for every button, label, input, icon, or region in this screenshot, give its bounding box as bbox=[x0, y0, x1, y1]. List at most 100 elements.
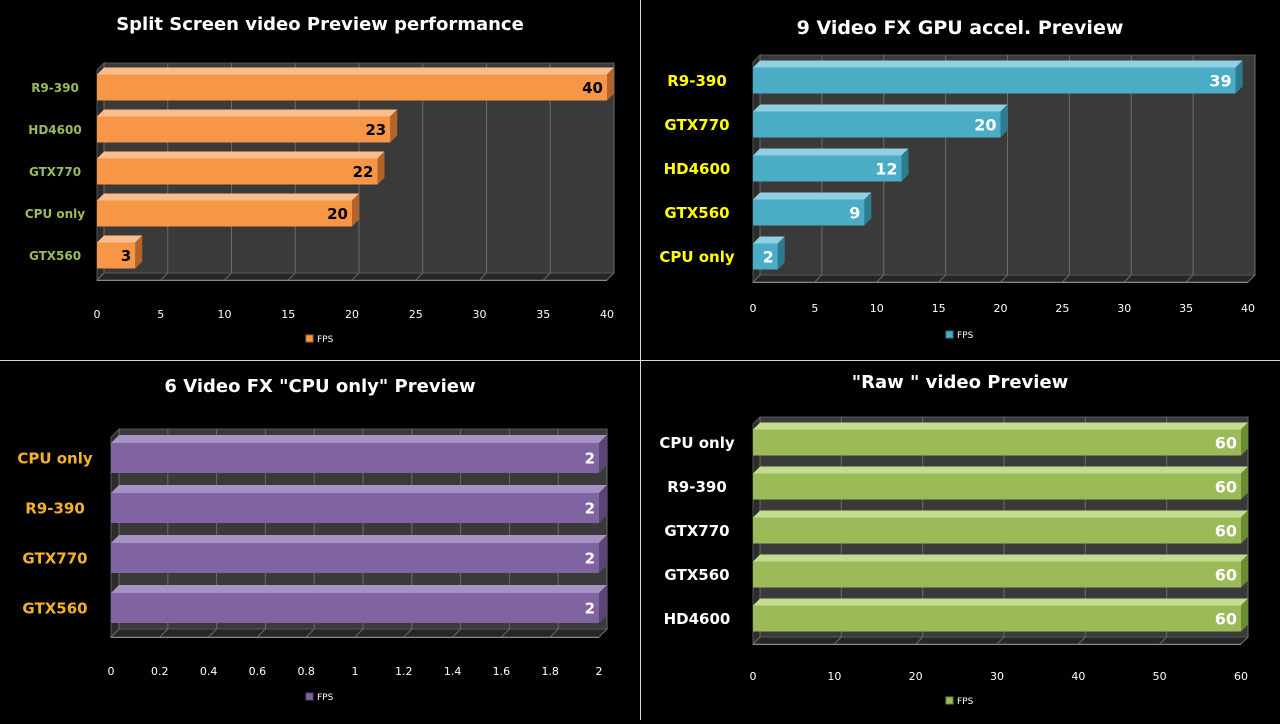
data-label: 2 bbox=[585, 449, 595, 467]
y-category-label: R9-390 bbox=[667, 72, 727, 90]
bar-end bbox=[599, 585, 607, 623]
gridline-floor bbox=[159, 628, 169, 638]
gridline-floor bbox=[160, 272, 169, 281]
gridline-floor bbox=[996, 636, 1005, 645]
x-tick-label: 40 bbox=[1071, 670, 1085, 683]
bar-end bbox=[901, 148, 909, 182]
gridline-floor bbox=[1123, 274, 1132, 283]
data-label: 60 bbox=[1215, 565, 1237, 584]
bar-end bbox=[607, 67, 614, 101]
x-tick-label: 15 bbox=[932, 302, 946, 315]
gridline-floor bbox=[110, 628, 120, 638]
gridline-floor bbox=[606, 272, 615, 281]
x-tick-label: 15 bbox=[281, 308, 295, 321]
legend-swatch bbox=[305, 334, 314, 343]
gridline-floor bbox=[1000, 274, 1008, 283]
gridline-floor bbox=[501, 628, 510, 638]
data-label: 2 bbox=[585, 599, 595, 617]
y-category-label: R9-390 bbox=[25, 499, 85, 517]
bar bbox=[753, 517, 1241, 544]
gridline-floor bbox=[752, 636, 761, 645]
chart-3: 6 Video FX "CPU only" Preview 0 0.2 0.4 0.6 0… bbox=[17, 376, 609, 703]
bar-end bbox=[599, 485, 607, 523]
gridline-floor bbox=[96, 272, 105, 281]
y-category-label: GTX770 bbox=[664, 522, 729, 540]
legend-swatch bbox=[945, 330, 954, 339]
chart-title: "Raw " video Preview bbox=[852, 372, 1069, 393]
bar bbox=[753, 605, 1241, 632]
y-category-label: GTX560 bbox=[664, 566, 729, 584]
bar-end bbox=[599, 535, 607, 573]
bar-top bbox=[753, 148, 909, 156]
x-tick-label: 1.2 bbox=[395, 665, 413, 678]
x-tick-label: 10 bbox=[218, 308, 232, 321]
x-tick-label: 35 bbox=[1179, 302, 1193, 315]
gridline-floor bbox=[305, 628, 315, 638]
gridline-floor bbox=[1247, 274, 1256, 283]
bar-end bbox=[135, 235, 143, 269]
bar bbox=[753, 243, 778, 270]
bar bbox=[111, 443, 599, 473]
data-label: 60 bbox=[1215, 521, 1237, 540]
gridline-floor bbox=[354, 628, 364, 638]
y-category-label: HD4600 bbox=[664, 160, 731, 178]
gridline-floor bbox=[876, 274, 885, 283]
y-category-label: GTX560 bbox=[664, 204, 729, 222]
bar-end bbox=[1241, 466, 1248, 500]
bar-top bbox=[97, 193, 359, 201]
bar-top bbox=[111, 435, 607, 443]
bar-end bbox=[1235, 60, 1243, 94]
data-label: 20 bbox=[327, 205, 348, 223]
gridline-floor bbox=[814, 274, 823, 283]
y-category-label: CPU only bbox=[25, 207, 85, 221]
x-tick-label: 30 bbox=[1117, 302, 1131, 315]
chart-title: 9 Video FX GPU accel. Preview bbox=[797, 17, 1124, 39]
bar-top bbox=[753, 422, 1248, 430]
bar-end bbox=[777, 236, 785, 270]
y-category-label: GTX770 bbox=[664, 116, 729, 134]
y-category-label: HD4600 bbox=[664, 610, 731, 628]
bar-top bbox=[753, 466, 1248, 474]
bar-top bbox=[111, 535, 607, 543]
gridline-floor bbox=[224, 272, 232, 281]
bar-top bbox=[111, 485, 607, 493]
gridline-floor bbox=[752, 274, 761, 283]
bar bbox=[753, 67, 1236, 94]
x-tick-label: 20 bbox=[909, 670, 923, 683]
gridline-floor bbox=[1185, 274, 1194, 283]
x-tick-label: 20 bbox=[994, 302, 1008, 315]
x-tick-label: 10 bbox=[870, 302, 884, 315]
chart-4: "Raw " video Preview 0 10 20 30 40 50 60 60 CPU o… bbox=[659, 372, 1250, 707]
gridline-floor bbox=[549, 628, 559, 638]
bar-top bbox=[753, 236, 785, 244]
bar-end bbox=[1241, 510, 1248, 544]
x-tick-label: 60 bbox=[1234, 670, 1248, 683]
bar bbox=[753, 155, 902, 182]
legend-swatch bbox=[945, 696, 954, 705]
legend-label: FPS bbox=[957, 697, 974, 707]
gridline-floor bbox=[479, 272, 487, 281]
x-tick-label: 0 bbox=[94, 308, 101, 321]
x-tick-label: 30 bbox=[990, 670, 1004, 683]
x-tick-label: 0 bbox=[750, 302, 757, 315]
x-tick-label: 1 bbox=[352, 665, 359, 678]
x-tick-label: 40 bbox=[1241, 302, 1255, 315]
gridline-floor bbox=[257, 628, 266, 638]
y-category-label: R9-390 bbox=[31, 81, 79, 95]
bar-top bbox=[97, 109, 398, 117]
bar bbox=[97, 116, 391, 143]
data-label: 3 bbox=[121, 247, 131, 265]
bar bbox=[753, 561, 1241, 588]
bar-end bbox=[377, 151, 385, 185]
data-label: 60 bbox=[1215, 609, 1237, 628]
data-label: 23 bbox=[365, 121, 386, 139]
gridline-floor bbox=[403, 628, 413, 638]
data-label: 60 bbox=[1215, 477, 1237, 496]
x-tick-label: 1.4 bbox=[444, 665, 462, 678]
bar bbox=[753, 473, 1241, 500]
bar bbox=[97, 158, 378, 185]
gridline-floor bbox=[1159, 636, 1168, 645]
gridline-floor bbox=[1240, 636, 1249, 645]
